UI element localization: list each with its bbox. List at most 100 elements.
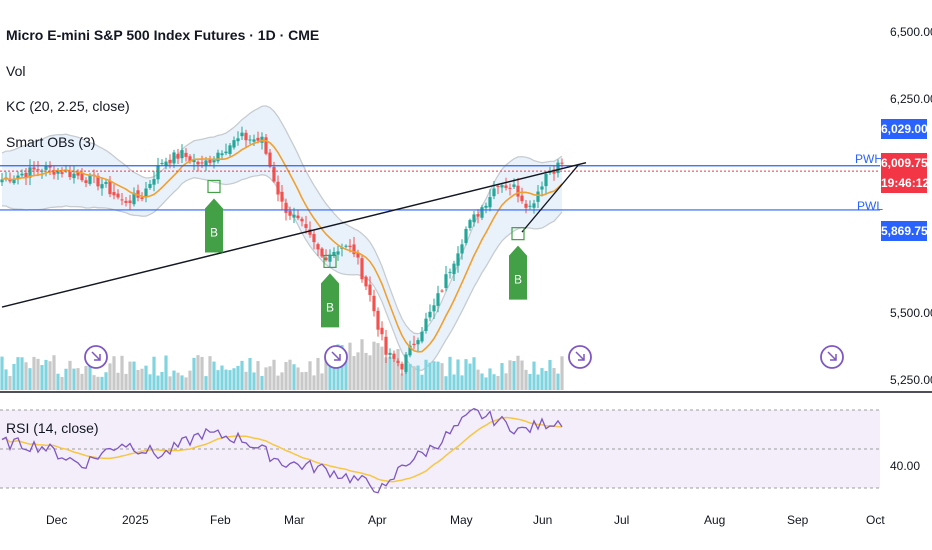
volume-bar (228, 370, 232, 390)
candle-body (188, 156, 192, 162)
candle-body (248, 139, 252, 141)
volume-bar (252, 372, 256, 390)
volume-bar (0, 356, 4, 390)
countdown-tag: 19:46:12 (881, 173, 929, 193)
volume-bar (272, 359, 276, 390)
volume-bar (460, 375, 464, 390)
time-axis[interactable]: Dec 2025 Feb Mar Apr May Jun Jul Aug Sep… (46, 513, 885, 527)
volume-bar (352, 356, 356, 390)
candle-body (384, 336, 388, 355)
kc-legend[interactable]: KC (20, 2.25, close) (6, 98, 130, 114)
candle-body (76, 171, 80, 176)
volume-bar (328, 357, 332, 390)
volume-bar (468, 363, 472, 390)
candle-body (308, 229, 312, 235)
candle-body (208, 159, 212, 163)
candle-body (12, 178, 16, 184)
candles (0, 126, 564, 376)
buy-label-text: B (514, 273, 522, 287)
arrow-icon (827, 351, 837, 361)
price-tick: 5,250.00 (890, 373, 932, 387)
candle-body (400, 363, 404, 370)
candle-body (164, 161, 168, 166)
price-tick: 6,250.00 (890, 92, 932, 106)
candle-body (108, 180, 112, 195)
volume-bar (60, 377, 64, 390)
price-axis[interactable]: 6,500.00 6,250.00 5,500.00 5,250.00 40.0… (890, 25, 932, 473)
buy-label-bubble (205, 198, 223, 253)
candle-body (464, 228, 468, 244)
arrow-icon (575, 351, 585, 361)
volume-bar (92, 375, 96, 390)
volume-bar (144, 365, 148, 390)
candle-body (332, 252, 336, 256)
time-tick: Mar (284, 513, 305, 527)
candle-body (244, 132, 248, 141)
volume-bar (16, 357, 20, 390)
volume-bar (548, 359, 552, 390)
volume-bar (36, 358, 40, 390)
price-tick: 5,500.00 (890, 306, 932, 320)
candle-body (480, 207, 484, 218)
candle-body (60, 172, 64, 174)
candle-body (236, 138, 240, 142)
volume-bar (424, 359, 428, 390)
volume-bar (524, 369, 528, 390)
vol-legend[interactable]: Vol (6, 63, 26, 79)
candle-body (412, 343, 416, 346)
candle-body (100, 184, 104, 189)
volume-bar (404, 364, 408, 390)
candle-body (388, 352, 392, 355)
rsi-legend[interactable]: RSI (14, close) (6, 420, 99, 436)
candle-body (264, 137, 268, 154)
candle-body (352, 244, 356, 255)
pwl-label: PWL (857, 199, 884, 213)
candle-body (456, 253, 460, 266)
candle-body (24, 172, 28, 178)
volume-bar (108, 363, 112, 390)
last-price-tag: 6,009.75 (881, 153, 928, 173)
candle-body (124, 200, 128, 203)
volume-bar (408, 363, 412, 390)
level-lines (0, 165, 880, 211)
volume-bar (68, 360, 72, 390)
candle-body (356, 253, 360, 258)
pwh-price-tag: 6,029.00 (881, 119, 928, 139)
event-markers[interactable] (84, 345, 844, 369)
candle-body (116, 193, 120, 198)
candle-body (200, 162, 204, 164)
trendlines[interactable] (1, 161, 587, 308)
candle-body (428, 311, 432, 318)
volume-bar (464, 359, 468, 390)
candle-body (392, 353, 396, 359)
volume-bar (348, 342, 352, 390)
volume-bar (176, 372, 180, 390)
candle-body (496, 185, 500, 187)
volume-bar (208, 356, 212, 390)
candle-body (532, 203, 536, 208)
candle-body (552, 169, 556, 174)
candle-body (256, 137, 260, 141)
volume-bar (224, 369, 228, 390)
volume-bar (20, 357, 24, 390)
volume-bar (120, 355, 124, 390)
candle-body (364, 276, 368, 287)
candle-body (316, 244, 320, 250)
candle-body (204, 160, 208, 166)
candle-body (180, 150, 184, 159)
order-block-box (207, 179, 221, 194)
candle-body (432, 305, 436, 312)
rsi-pane (0, 407, 880, 494)
candle-body (192, 159, 196, 163)
smart-obs-legend[interactable]: Smart OBs (3) (6, 134, 96, 150)
candle-body (52, 170, 56, 175)
candle-body (0, 179, 4, 183)
candle-body (516, 185, 520, 197)
volume-bar (324, 359, 328, 390)
volume-bar (296, 367, 300, 390)
chart-title[interactable]: Micro E-mini S&P 500 Index Futures · 1D … (6, 27, 320, 43)
volume-bar (520, 360, 524, 390)
volume-bar (132, 361, 136, 390)
time-tick: Dec (46, 513, 67, 527)
